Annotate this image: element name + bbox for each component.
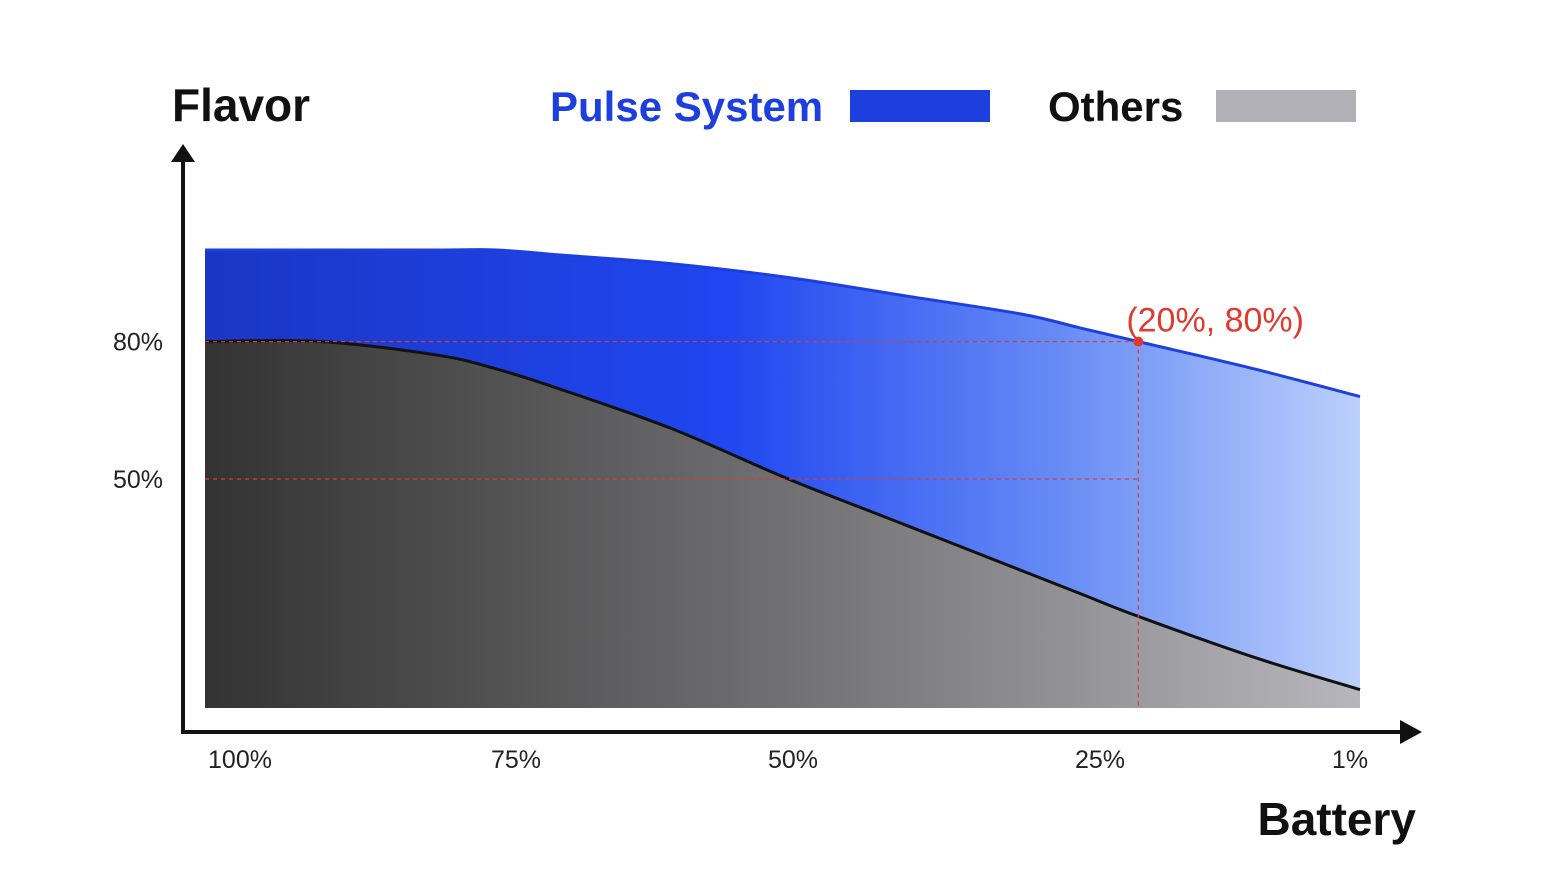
x-tick-label: 75% [491, 746, 541, 774]
x-tick-labels: 100% 75% 50% 25% 1% [208, 746, 1368, 774]
y-axis-arrow-icon [171, 144, 195, 162]
x-axis-arrow-icon [1400, 720, 1422, 744]
y-tick-labels: 80% 50% [113, 329, 163, 494]
x-tick-label: 1% [1332, 746, 1368, 774]
y-tick-label: 80% [113, 329, 163, 357]
legend-others-label: Others [1048, 83, 1183, 130]
x-axis-title: Battery [1257, 793, 1416, 845]
pulse-system-line [204, 248, 1361, 399]
x-tick-label: 25% [1075, 746, 1125, 774]
y-axis-title: Flavor [172, 79, 310, 131]
y-tick-label: 50% [113, 466, 163, 494]
legend-others-swatch [1216, 90, 1356, 122]
annotation-point [1133, 336, 1144, 347]
legend-pulse-label: Pulse System [550, 83, 823, 130]
x-tick-label: 100% [208, 746, 272, 774]
annotation-label: (20%, 80%) [1126, 302, 1304, 340]
others-area [205, 340, 1360, 708]
x-tick-label: 50% [768, 746, 818, 774]
others-line [204, 339, 1361, 692]
reference-lines [205, 340, 1139, 708]
legend-pulse-swatch [850, 90, 990, 122]
